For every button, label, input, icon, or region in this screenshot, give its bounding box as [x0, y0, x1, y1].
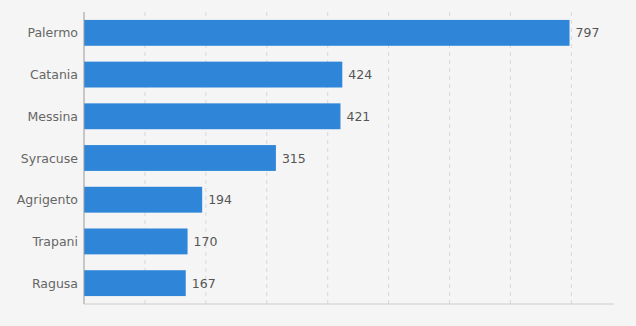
bar [84, 145, 276, 171]
grid-line [388, 12, 389, 304]
data-label: 421 [346, 109, 370, 124]
bar [84, 103, 340, 129]
data-label: 315 [282, 151, 306, 166]
data-label: 797 [576, 25, 600, 40]
data-label: 194 [208, 192, 232, 207]
category-label: Agrigento [17, 192, 78, 207]
category-label: Ragusa [32, 276, 78, 291]
chart-container: Ragusa Trapani Agrigento Syracuse Messina Cat… [0, 0, 636, 326]
grid-line [571, 12, 572, 304]
data-labels: 167 170 194 315 421 424 797 [192, 25, 600, 290]
bar [84, 62, 342, 88]
category-label: Messina [27, 109, 78, 124]
category-label: Catania [30, 67, 78, 82]
data-label: 167 [192, 276, 216, 291]
category-label: Syracuse [21, 151, 78, 166]
grid-line [510, 12, 511, 304]
y-axis-line [84, 12, 85, 304]
bars [84, 20, 570, 296]
bar [84, 270, 186, 296]
data-label: 170 [194, 234, 218, 249]
category-label: Trapani [31, 234, 78, 249]
data-label: 424 [348, 67, 372, 82]
category-label: Palermo [27, 25, 78, 40]
chart: Ragusa Trapani Agrigento Syracuse Messina Cat… [0, 0, 636, 326]
y-tick-labels: Ragusa Trapani Agrigento Syracuse Messina Cat… [17, 25, 79, 290]
bar [84, 20, 570, 46]
background [0, 0, 636, 326]
grid-line [327, 12, 328, 304]
x-axis-line [84, 304, 614, 305]
grid-line [449, 12, 450, 304]
bar [84, 187, 202, 213]
bar [84, 228, 188, 254]
